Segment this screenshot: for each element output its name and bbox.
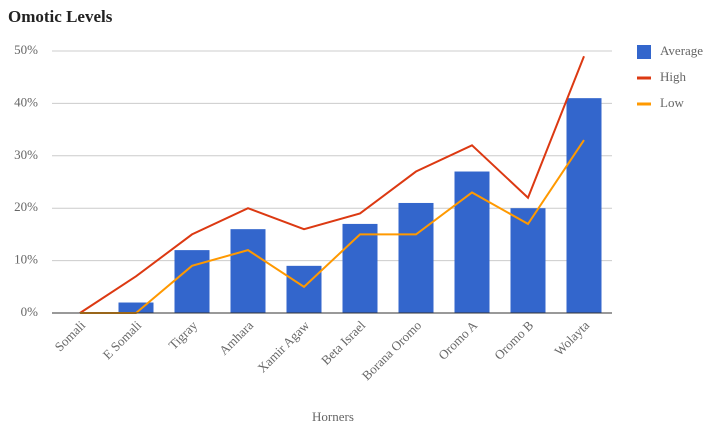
bar: [118, 302, 154, 313]
bar: [286, 265, 322, 313]
x-tick-label: Beta Israel: [318, 317, 368, 367]
y-tick-label: 50%: [14, 42, 38, 57]
line: [79, 55, 585, 314]
legend-swatch: [637, 45, 651, 59]
x-tick-label: Oromo A: [435, 317, 481, 363]
bar: [566, 98, 602, 313]
bar: [510, 208, 546, 313]
bar: [342, 223, 378, 313]
x-tick-label: Borana Oromo: [359, 318, 424, 383]
y-tick-label: 40%: [14, 94, 38, 109]
y-tick-label: 0%: [21, 304, 39, 319]
chart-title: Omotic Levels: [8, 7, 113, 26]
bar: [454, 171, 490, 313]
x-tick-label: Wolayta: [551, 317, 592, 358]
x-axis-title: Horners: [312, 409, 354, 424]
x-tick-label: Xamir Agaw: [254, 317, 312, 375]
x-tick-label: Somali: [52, 317, 89, 354]
legend-label: Average: [660, 43, 703, 58]
y-tick-label: 30%: [14, 147, 38, 162]
y-tick-label: 20%: [14, 199, 38, 214]
bar: [398, 202, 434, 313]
y-tick-label: 10%: [14, 252, 38, 267]
bar: [230, 229, 266, 313]
legend-label: Low: [660, 95, 684, 110]
x-tick-label: Oromo B: [491, 317, 536, 362]
line: [80, 139, 585, 314]
bar: [174, 250, 210, 313]
legend-label: High: [660, 69, 687, 84]
x-tick-label: E Somali: [100, 317, 145, 362]
x-tick-label: Amhara: [216, 317, 256, 357]
x-tick-label: Tigray: [165, 317, 200, 352]
